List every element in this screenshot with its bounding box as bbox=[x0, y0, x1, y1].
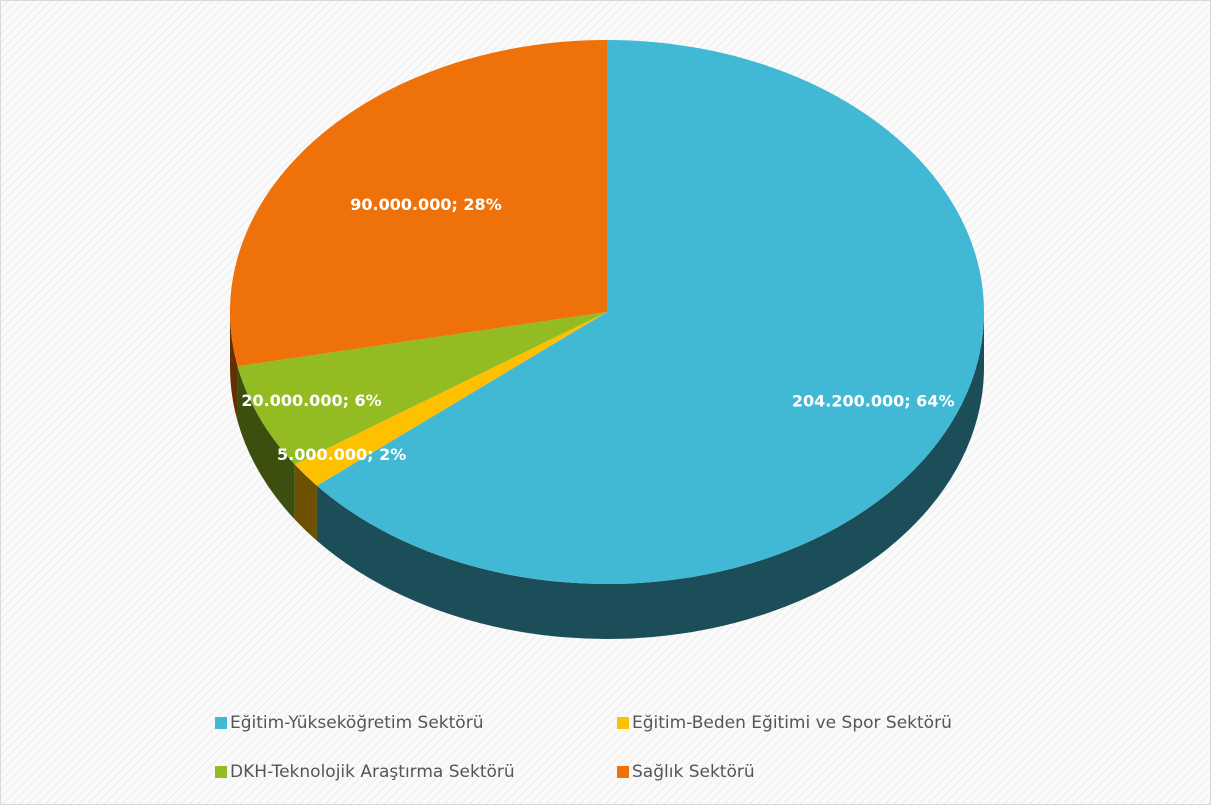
pie-slice bbox=[237, 312, 608, 465]
legend-label: DKH-Teknolojik Araştırma Sektörü bbox=[230, 762, 515, 782]
legend-swatch bbox=[617, 717, 629, 729]
pie-side bbox=[237, 366, 295, 520]
data-label: 90.000.000; 28% bbox=[350, 195, 501, 214]
pie-side bbox=[316, 312, 984, 640]
legend-label: Eğitim-Beden Eğitimi ve Spor Sektörü bbox=[632, 713, 952, 733]
legend-label: Eğitim-Yükseköğretim Sektörü bbox=[230, 713, 483, 733]
pie-slice bbox=[230, 40, 607, 367]
data-label: 204.200.000; 64% bbox=[792, 392, 955, 411]
pie-side bbox=[294, 464, 317, 541]
pie-slice bbox=[316, 40, 984, 585]
pie-side bbox=[230, 312, 238, 422]
data-label: 5.000.000; 2% bbox=[277, 445, 406, 464]
legend-swatch bbox=[617, 766, 629, 778]
legend-label: Sağlık Sektörü bbox=[632, 762, 755, 782]
data-label: 20.000.000; 6% bbox=[241, 391, 381, 410]
legend-swatch bbox=[215, 717, 227, 729]
legend-swatch bbox=[215, 766, 227, 778]
pie-slice bbox=[294, 312, 607, 486]
